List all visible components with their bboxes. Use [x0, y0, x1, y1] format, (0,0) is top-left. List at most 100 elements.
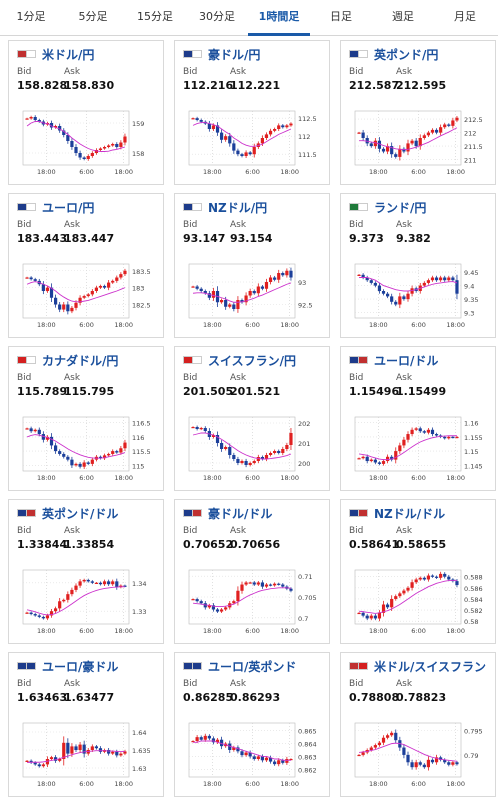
pair-title[interactable]: スイスフラン/円: [183, 352, 296, 368]
currency-card[interactable]: 英ポンド/ドル Bid Ask 1.33844 1.33854 1.34 1.33 18:00…: [8, 499, 164, 644]
candle-body: [107, 145, 111, 147]
tab-15min[interactable]: 15分足: [137, 10, 173, 23]
x-tick-label: 18:00: [280, 321, 299, 329]
pair-title[interactable]: 英ポンド/ドル: [17, 505, 118, 521]
candle-body: [273, 129, 277, 131]
x-tick-label: 18:00: [203, 780, 222, 788]
y-tick-label: 212: [464, 130, 476, 138]
pair-name[interactable]: 英ポンド/ドル: [42, 507, 119, 521]
ask-value: 0.86293: [230, 691, 281, 704]
pair-title[interactable]: 豪ドル/円: [183, 46, 260, 62]
candle-body: [82, 744, 86, 754]
tab-weekly[interactable]: 週足: [392, 10, 414, 23]
pair-name[interactable]: ユーロ/ドル: [374, 354, 439, 368]
bid-value: 0.78808: [349, 691, 400, 704]
y-tick-label: 211: [464, 157, 476, 165]
currency-card[interactable]: ユーロ/英ポンド Bid Ask 0.86285 0.86293 0.865 0.864 0.…: [174, 652, 330, 797]
candle-body: [82, 296, 86, 298]
currency-card[interactable]: NZドル/ドル Bid Ask 0.58641 0.58655 0.588 0.586 0.5…: [340, 499, 496, 644]
candle-body: [402, 747, 406, 755]
y-tick-label: 9.45: [464, 269, 478, 277]
pair-title[interactable]: NZドル/円: [183, 199, 267, 215]
x-tick-label: 18:00: [280, 780, 299, 788]
tab-daily[interactable]: 日足: [330, 10, 352, 23]
tab-1hour[interactable]: 1時間足: [248, 0, 310, 36]
candle-body: [58, 759, 62, 761]
currency-card[interactable]: ランド/円 Bid Ask 9.373 9.382 9.45 9.4 9.35 9.3 18:00…: [340, 193, 496, 338]
x-tick-label: 18:00: [369, 168, 388, 176]
candle-body: [54, 757, 58, 761]
pair-title[interactable]: ユーロ/豪ドル: [17, 658, 118, 674]
pair-title[interactable]: NZドル/ドル: [349, 505, 445, 521]
currency-card[interactable]: 英ポンド/円 Bid Ask 212.587 212.595 212.5 212 211.5 2…: [340, 40, 496, 185]
candle-body: [430, 575, 435, 577]
pair-name[interactable]: ユーロ/英ポンド: [208, 660, 297, 674]
pair-title[interactable]: 豪ドル/ドル: [183, 505, 272, 521]
currency-card[interactable]: 米ドル/スイスフラン Bid Ask 0.78808 0.78823 0.795 0.79 1…: [340, 652, 496, 797]
candle-body: [390, 296, 394, 302]
candle-body: [94, 746, 98, 749]
candle-body: [268, 277, 273, 282]
candle-body: [260, 582, 264, 587]
pair-title[interactable]: ユーロ/ドル: [349, 352, 438, 368]
pair-name[interactable]: 英ポンド/円: [374, 48, 439, 62]
pair-name[interactable]: NZドル/円: [208, 201, 268, 215]
candle-body: [443, 436, 447, 439]
pair-name[interactable]: ランド/円: [374, 201, 427, 215]
pair-name[interactable]: 豪ドル/円: [208, 48, 261, 62]
candle-body: [289, 123, 293, 126]
candle-body: [54, 608, 58, 612]
currency-card[interactable]: ユーロ/ドル Bid Ask 1.15496 1.15499 1.16 1.155 1.15 1…: [340, 346, 496, 491]
pair-name[interactable]: NZドル/ドル: [374, 507, 446, 521]
candle-body: [191, 286, 195, 288]
pair-title[interactable]: ランド/円: [349, 199, 426, 215]
bid-value: 183.443: [17, 232, 68, 245]
pair-name[interactable]: 米ドル/円: [42, 48, 95, 62]
y-tick-label: 116.5: [132, 420, 151, 428]
candle-body: [273, 277, 277, 280]
currency-card[interactable]: 豪ドル/円 Bid Ask 112.216 112.221 112.5 112 111.5 18…: [174, 40, 330, 185]
candle-body: [398, 296, 402, 305]
x-tick-label: 18:00: [114, 321, 133, 329]
currency-card[interactable]: ユーロ/円 Bid Ask 183.443 183.447 183.5 183 182.5 18…: [8, 193, 164, 338]
currency-card[interactable]: 米ドル/円 Bid Ask 158.828 158.830 159 158 18:00 6:00…: [8, 40, 164, 185]
candle-body: [410, 140, 414, 144]
pair-name[interactable]: 豪ドル/ドル: [208, 507, 273, 521]
currency-card[interactable]: スイスフラン/円 Bid Ask 201.505 201.521 202 201 200 18:…: [174, 346, 330, 491]
pair-name[interactable]: ユーロ/豪ドル: [42, 660, 119, 674]
pair-title[interactable]: ユーロ/英ポンド: [183, 658, 296, 674]
candle-body: [373, 615, 377, 619]
candle-body: [66, 594, 70, 600]
tab-30min[interactable]: 30分足: [199, 10, 235, 23]
pair-title[interactable]: 英ポンド/円: [349, 46, 438, 62]
currency-card[interactable]: NZドル/円 Bid Ask 93.147 93.154 93 92.5 18:00 6:00 1…: [174, 193, 330, 338]
pair-name[interactable]: スイスフラン/円: [208, 354, 297, 368]
currency-card[interactable]: ユーロ/豪ドル Bid Ask 1.63463 1.63477 1.64 1.635 1.63…: [8, 652, 164, 797]
candle-body: [414, 140, 418, 147]
tab-monthly[interactable]: 月足: [454, 10, 476, 23]
pair-title[interactable]: ユーロ/円: [17, 199, 94, 215]
candle-body: [220, 443, 224, 449]
candle-body: [394, 732, 398, 741]
candle-body: [25, 612, 29, 614]
candle-body: [228, 743, 232, 750]
pair-title[interactable]: 米ドル/スイスフラン: [349, 658, 486, 674]
pair-name[interactable]: 米ドル/スイスフラン: [374, 660, 487, 674]
pair-name[interactable]: カナダドル/円: [42, 354, 119, 368]
currency-card[interactable]: カナダドル/円 Bid Ask 115.789 115.795 116.5 116 115.5…: [8, 346, 164, 491]
moving-average-line: [192, 122, 292, 147]
moving-average-line: [358, 580, 457, 614]
y-tick-label: 182.5: [132, 302, 151, 310]
candle-body: [285, 270, 289, 276]
candle-body: [195, 599, 199, 602]
candle-body: [357, 132, 361, 134]
x-tick-label: 6:00: [411, 321, 426, 329]
currency-card[interactable]: 豪ドル/ドル Bid Ask 0.70652 0.70656 0.71 0.705 0.7 18…: [174, 499, 330, 644]
candle-body: [248, 291, 252, 296]
tab-1min[interactable]: 1分足: [16, 10, 46, 23]
pair-name[interactable]: ユーロ/円: [42, 201, 95, 215]
pair-title[interactable]: 米ドル/円: [17, 46, 94, 62]
tab-5min[interactable]: 5分足: [78, 10, 108, 23]
pair-title[interactable]: カナダドル/円: [17, 352, 118, 368]
candle-body: [430, 759, 435, 763]
